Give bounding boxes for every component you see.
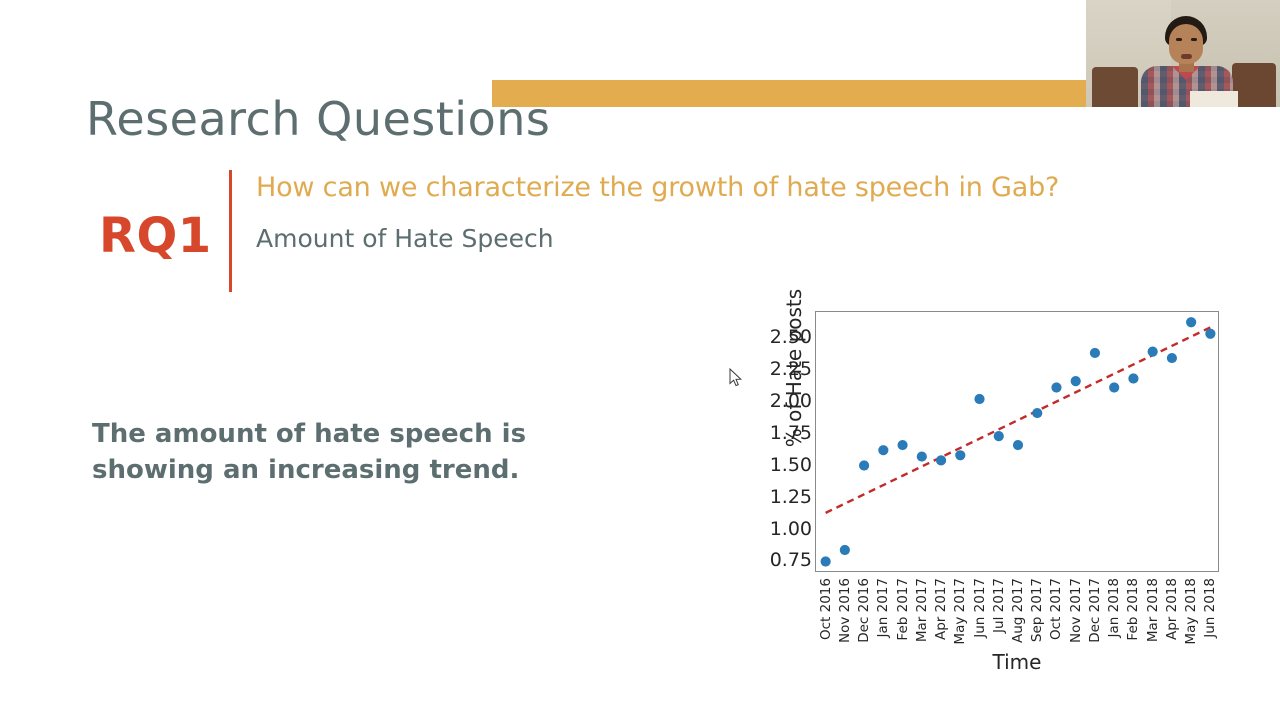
presenter-video-overlay[interactable] xyxy=(1086,0,1280,107)
chart-data-point xyxy=(1089,347,1101,359)
chart-y-tick: 2.25 xyxy=(769,357,812,380)
chart-x-tick: Mar 2017 xyxy=(913,578,930,643)
data-points-group xyxy=(820,317,1216,567)
chart-x-tick: Feb 2018 xyxy=(1125,578,1142,641)
chart-plot-area xyxy=(815,311,1219,572)
chart-x-tick: Oct 2017 xyxy=(1048,578,1065,640)
page-title: Research Questions xyxy=(86,92,551,146)
chart-x-tick: Feb 2017 xyxy=(894,578,911,641)
chart-x-tick: Jan 2018 xyxy=(1106,578,1123,638)
chart-data-point xyxy=(859,460,870,471)
chart-x-tick: Jul 2017 xyxy=(990,578,1007,633)
chart-y-tick: 0.75 xyxy=(769,549,812,572)
chart-x-tick: May 2017 xyxy=(952,578,969,645)
rq-subtitle-text: Amount of Hate Speech xyxy=(256,224,554,253)
chart-x-tick: May 2018 xyxy=(1183,578,1200,645)
chart-data-point xyxy=(1205,328,1216,339)
chart-data-point xyxy=(1012,439,1024,451)
chart-data-point xyxy=(1166,352,1177,364)
chart-x-axis-label: Time xyxy=(992,650,1042,674)
chart-data-point xyxy=(820,556,831,567)
hate-speech-trend-chart: % of Hate posts 0.75 1.00 1.25 1.50 1.75 2.00… xyxy=(736,289,1236,685)
chair-right xyxy=(1232,63,1276,107)
finding-statement: The amount of hate speech is showing an … xyxy=(92,419,527,485)
chart-data-point xyxy=(897,439,908,451)
chart-y-tick: 1.75 xyxy=(769,421,812,444)
chart-x-tick: Mar 2018 xyxy=(1144,578,1161,643)
chart-x-tick: Apr 2018 xyxy=(1163,578,1180,641)
chart-data-point xyxy=(1070,375,1081,387)
chart-data-point xyxy=(1128,373,1139,384)
chart-x-tick: Dec 2017 xyxy=(1086,578,1103,643)
chart-x-tick: Oct 2016 xyxy=(817,578,834,640)
chart-data-point xyxy=(993,431,1004,442)
chart-x-tick: Jun 2017 xyxy=(971,578,988,638)
rq-question-text: How can we characterize the growth of ha… xyxy=(256,172,1060,203)
chart-y-tick: 1.25 xyxy=(769,485,812,508)
chart-x-tick: Apr 2017 xyxy=(933,578,950,641)
presenter-eye-left xyxy=(1176,38,1182,41)
chart-data-point xyxy=(955,450,966,461)
desk-paper xyxy=(1190,91,1238,107)
chart-x-tick: Nov 2017 xyxy=(1067,578,1084,643)
chart-y-tick: 2.50 xyxy=(769,325,812,348)
chart-data-point xyxy=(1109,382,1120,393)
chart-x-tick: Dec 2016 xyxy=(856,578,873,643)
rq-divider xyxy=(229,170,232,292)
chart-data-point xyxy=(1032,407,1043,419)
chart-data-point xyxy=(839,544,850,556)
chart-y-tick: 1.50 xyxy=(769,453,812,476)
chart-y-tick: 2.00 xyxy=(769,389,812,412)
presenter-mouth xyxy=(1181,54,1192,59)
chart-data-point xyxy=(916,451,927,462)
chair-left xyxy=(1092,67,1138,107)
rq-label: RQ1 xyxy=(99,208,212,264)
mouse-pointer-icon xyxy=(729,368,743,387)
chart-x-tick: Jan 2017 xyxy=(875,578,892,638)
chart-data-point xyxy=(974,393,985,405)
chart-data-point xyxy=(1147,346,1158,357)
chart-data-point xyxy=(935,455,947,466)
chart-data-point xyxy=(1051,382,1062,393)
chart-y-tick: 1.00 xyxy=(769,517,812,540)
chart-x-tick: Aug 2017 xyxy=(1010,578,1026,644)
presenter-eye-right xyxy=(1191,38,1197,41)
chart-series-svg xyxy=(820,317,1216,567)
chart-x-tick: Sep 2017 xyxy=(1029,578,1046,643)
chart-x-tick: Nov 2016 xyxy=(836,578,853,643)
chart-x-tick: Jun 2018 xyxy=(1202,578,1219,638)
presenter-torso xyxy=(1141,66,1233,107)
chart-data-point xyxy=(1186,317,1197,328)
gold-accent-bar xyxy=(492,80,1088,107)
chart-data-point xyxy=(878,445,889,456)
